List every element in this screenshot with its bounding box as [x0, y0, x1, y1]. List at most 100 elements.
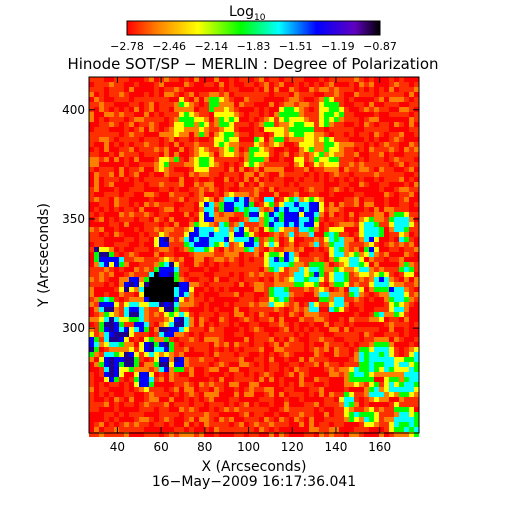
heatmap-cell: [169, 127, 174, 132]
heatmap-cell: [389, 262, 394, 267]
heatmap-cell: [299, 247, 304, 252]
heatmap-cell: [294, 337, 299, 342]
heatmap-cell: [334, 117, 339, 122]
heatmap-cell: [189, 372, 194, 377]
heatmap-cell: [384, 367, 389, 372]
heatmap-cell: [204, 97, 209, 102]
heatmap-cell: [314, 427, 319, 432]
heatmap-cell: [99, 392, 104, 397]
heatmap-cell: [149, 117, 154, 122]
heatmap-cell: [254, 287, 259, 292]
heatmap-cell: [134, 272, 139, 277]
heatmap-cell: [274, 102, 279, 107]
heatmap-cell: [269, 222, 274, 227]
heatmap-cell: [244, 432, 249, 437]
heatmap-cell: [154, 107, 159, 112]
heatmap-cell: [354, 222, 359, 227]
heatmap-cell: [399, 137, 404, 142]
heatmap-cell: [109, 377, 114, 382]
heatmap-cell: [314, 122, 319, 127]
heatmap-cell: [244, 277, 249, 282]
heatmap-cell: [139, 117, 144, 122]
heatmap-cell: [299, 422, 304, 427]
heatmap-cell: [124, 187, 129, 192]
heatmap-cell: [169, 412, 174, 417]
heatmap-cell: [354, 272, 359, 277]
heatmap-cell: [274, 287, 279, 292]
heatmap-cell: [139, 217, 144, 222]
heatmap-cell: [359, 397, 364, 402]
heatmap-cell: [264, 177, 269, 182]
heatmap-cell: [184, 202, 189, 207]
heatmap-cell: [394, 127, 399, 132]
heatmap-cell: [149, 307, 154, 312]
heatmap-cell: [334, 177, 339, 182]
heatmap-cell: [134, 307, 139, 312]
heatmap-cell: [104, 422, 109, 427]
heatmap-cell: [204, 352, 209, 357]
heatmap-cell: [149, 107, 154, 112]
heatmap-cell: [99, 172, 104, 177]
heatmap-cell: [344, 277, 349, 282]
heatmap-cell: [114, 152, 119, 157]
heatmap-cell: [299, 192, 304, 197]
heatmap-cell: [134, 257, 139, 262]
heatmap-cell: [194, 187, 199, 192]
heatmap-cell: [94, 402, 99, 407]
heatmap-cell: [284, 212, 289, 217]
heatmap-cell: [89, 152, 94, 157]
heatmap-cell: [399, 82, 404, 87]
heatmap-cell: [319, 172, 324, 177]
heatmap-cell: [119, 327, 124, 332]
heatmap-cell: [139, 337, 144, 342]
heatmap-cell: [289, 107, 294, 112]
heatmap-cell: [259, 382, 264, 387]
heatmap-cell: [384, 197, 389, 202]
heatmap-cell: [199, 277, 204, 282]
heatmap-cell: [269, 317, 274, 322]
heatmap-cell: [344, 122, 349, 127]
heatmap-cell: [169, 352, 174, 357]
heatmap-cell: [169, 357, 174, 362]
heatmap-cell: [174, 162, 179, 167]
heatmap-cell: [149, 187, 154, 192]
heatmap-cell: [149, 302, 154, 307]
heatmap-cell: [134, 422, 139, 427]
heatmap-cell: [344, 342, 349, 347]
heatmap-cell: [104, 187, 109, 192]
heatmap-cell: [109, 107, 114, 112]
heatmap-cell: [284, 137, 289, 142]
heatmap-cell: [294, 377, 299, 382]
heatmap-cell: [209, 342, 214, 347]
heatmap-cell: [164, 252, 169, 257]
heatmap-cell: [304, 392, 309, 397]
heatmap-cell: [264, 302, 269, 307]
heatmap-cell: [359, 102, 364, 107]
heatmap-cell: [124, 77, 129, 82]
heatmap-cell: [254, 377, 259, 382]
heatmap-cell: [349, 312, 354, 317]
heatmap-cell: [249, 357, 254, 362]
heatmap-cell: [299, 357, 304, 362]
heatmap-cell: [279, 227, 284, 232]
heatmap-cell: [124, 197, 129, 202]
heatmap-cell: [194, 167, 199, 172]
heatmap-cell: [164, 412, 169, 417]
heatmap-cell: [119, 187, 124, 192]
heatmap-cell: [94, 107, 99, 112]
heatmap-cell: [149, 402, 154, 407]
heatmap-cell: [374, 102, 379, 107]
heatmap-cell: [194, 102, 199, 107]
heatmap-cell: [94, 202, 99, 207]
heatmap-cell: [189, 212, 194, 217]
heatmap-cell: [224, 97, 229, 102]
heatmap-cell: [254, 192, 259, 197]
heatmap-cell: [299, 322, 304, 327]
heatmap-cell: [139, 102, 144, 107]
heatmap-cell: [249, 427, 254, 432]
heatmap-cell: [339, 342, 344, 347]
heatmap-cell: [299, 162, 304, 167]
heatmap-cell: [129, 127, 134, 132]
heatmap-cell: [239, 132, 244, 137]
heatmap-cell: [369, 317, 374, 322]
